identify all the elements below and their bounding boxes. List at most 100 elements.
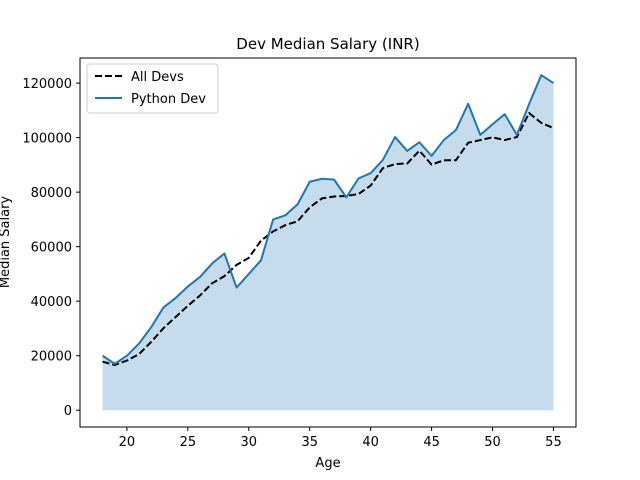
point-python-dev-18 [101,355,103,357]
legend: All Devs Python Dev [86,63,219,114]
x-axis-label: Age [315,456,340,471]
point-python-dev-42 [394,136,396,138]
point-all-devs-49 [479,139,481,141]
x-tick-label-20: 20 [119,435,136,450]
point-all-devs-52 [516,136,518,138]
point-python-dev-21 [138,342,140,344]
y-axis-ticks: 0 20000 40000 60000 80000 100000 120000 [22,77,80,419]
x-tick-label-50: 50 [484,435,501,450]
point-python-dev-54 [540,74,542,76]
point-all-devs-35 [309,206,311,208]
y-tick-label-100000: 100000 [22,132,72,147]
point-python-dev-24 [174,297,176,299]
point-all-devs-44 [418,149,420,151]
point-python-dev-29 [235,286,237,288]
point-python-dev-37 [333,178,335,180]
point-python-dev-47 [455,129,457,131]
point-python-dev-35 [309,181,311,183]
point-python-dev-51 [504,113,506,115]
point-all-devs-22 [150,341,152,343]
point-python-dev-55 [552,82,554,84]
series-line-all-devs [102,112,554,366]
legend-label-all-devs: All Devs [131,70,184,85]
point-all-devs-40 [369,184,371,186]
point-python-dev-19 [114,363,116,365]
point-all-devs-43 [406,162,408,164]
point-all-devs-48 [467,142,469,144]
y-axis-label: Median Salary [0,196,13,289]
point-all-devs-47 [455,159,457,161]
point-python-dev-40 [369,172,371,174]
point-all-devs-23 [162,327,164,329]
point-python-dev-26 [199,276,201,278]
y-tick-label-0: 0 [64,404,72,419]
point-python-dev-44 [418,141,420,143]
point-all-devs-41 [382,167,384,169]
point-python-dev-20 [126,355,128,357]
point-python-dev-28 [223,252,225,254]
point-python-dev-52 [516,134,518,136]
point-python-dev-39 [357,177,359,179]
point-python-dev-48 [467,103,469,105]
point-python-dev-38 [345,196,347,198]
point-all-devs-31 [260,239,262,241]
point-all-devs-30 [248,257,250,259]
point-all-devs-45 [430,163,432,165]
point-all-devs-37 [333,195,335,197]
point-python-dev-36 [321,178,323,180]
point-all-devs-26 [199,294,201,296]
plot-frame [79,57,577,428]
y-tick-label-60000: 60000 [31,241,72,256]
point-all-devs-29 [235,264,237,266]
point-all-devs-27 [211,282,213,284]
point-all-devs-21 [138,353,140,355]
y-tick-label-80000: 80000 [31,186,72,201]
point-all-devs-20 [126,359,128,361]
point-all-devs-36 [321,197,323,199]
point-python-dev-33 [284,214,286,216]
x-tick-label-30: 30 [241,435,258,450]
point-python-dev-49 [479,134,481,136]
legend-label-python-dev: Python Dev [131,92,206,107]
point-python-dev-23 [162,306,164,308]
point-all-devs-39 [357,193,359,195]
series-line-python-dev [101,74,554,365]
x-tick-label-25: 25 [180,435,197,450]
x-tick-label-55: 55 [545,435,562,450]
chart-title: Dev Median Salary (INR) [236,35,419,53]
x-axis-ticks: 20 25 30 35 40 45 50 55 [119,427,562,450]
x-tick-label-35: 35 [301,435,318,450]
python-dev-area [102,75,554,411]
point-python-dev-30 [248,273,250,275]
point-all-devs-51 [504,139,506,141]
point-all-devs-24 [174,316,176,318]
point-all-devs-34 [296,220,298,222]
point-python-dev-50 [491,123,493,125]
point-all-devs-53 [528,112,530,114]
point-python-dev-22 [150,326,152,328]
y-tick-label-20000: 20000 [31,350,72,365]
point-python-dev-32 [272,218,274,220]
point-all-devs-33 [284,224,286,226]
point-all-devs-46 [443,159,445,161]
point-python-dev-43 [406,150,408,152]
point-python-dev-31 [260,259,262,261]
point-all-devs-25 [187,305,189,307]
point-python-dev-41 [382,159,384,161]
point-python-dev-53 [528,103,530,105]
point-python-dev-45 [430,155,432,157]
plot-area [101,74,554,411]
point-python-dev-25 [187,285,189,287]
point-all-devs-50 [491,136,493,138]
y-tick-label-120000: 120000 [22,77,72,92]
point-all-devs-18 [101,361,103,363]
point-all-devs-28 [223,275,225,277]
point-all-devs-32 [272,230,274,232]
point-python-dev-34 [296,203,298,205]
point-all-devs-55 [552,127,554,129]
y-tick-label-40000: 40000 [31,295,72,310]
point-python-dev-27 [211,262,213,264]
point-python-dev-46 [443,139,445,141]
point-all-devs-54 [540,122,542,124]
